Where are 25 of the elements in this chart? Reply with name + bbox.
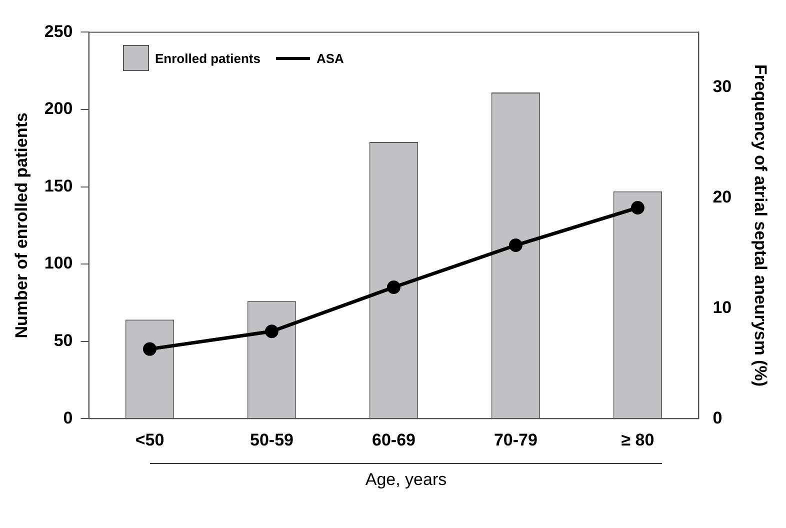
y2-tick-label: 20 (712, 187, 732, 206)
y-tick-label: 100 (44, 254, 73, 273)
x-tick-label: 70-79 (494, 430, 538, 450)
x-axis-title: Age, years (364, 470, 448, 490)
point (143, 342, 157, 356)
x-tick-label: <50 (135, 430, 164, 450)
y2-axis-title: Frequency of atrial septal aneurysm (%) (751, 64, 770, 386)
legend-label: Enrolled patients (155, 50, 260, 66)
y2-tick-label: 0 (712, 408, 722, 428)
y-tick-label: 250 (44, 22, 73, 41)
y-tick-label: 150 (44, 176, 73, 196)
legend-label: ASA (316, 50, 344, 66)
x-tick-label: 60-69 (372, 430, 416, 450)
x-tick-label: 50-59 (250, 430, 294, 450)
y-tick-label: 0 (63, 408, 73, 428)
y2-tick-label: 30 (712, 77, 732, 96)
point (508, 238, 522, 252)
y2-tick-label: 10 (712, 298, 732, 317)
y-tick-label: 200 (44, 99, 73, 118)
y-tick-label: 50 (54, 331, 73, 350)
y-axis-title: Number of enrolled patients (12, 112, 31, 338)
point (264, 324, 278, 338)
point (386, 280, 400, 294)
point (630, 200, 644, 214)
x-tick-label: ≥ 80 (621, 430, 654, 450)
